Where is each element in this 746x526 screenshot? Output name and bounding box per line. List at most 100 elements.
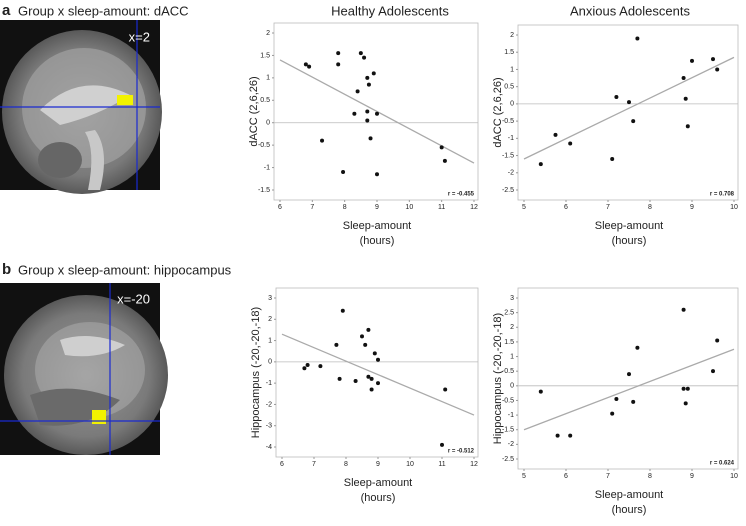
x-tick-label: 12 xyxy=(470,204,478,211)
data-point xyxy=(715,338,720,343)
data-point xyxy=(681,386,686,391)
data-point xyxy=(635,345,640,350)
x-tick-label: 9 xyxy=(690,204,694,211)
data-point xyxy=(683,96,688,101)
data-point xyxy=(360,334,364,339)
x-tick-label: 7 xyxy=(312,461,316,468)
trend-line xyxy=(523,348,735,431)
x-tick-label: 6 xyxy=(278,204,282,211)
y-tick-label: -1.5 xyxy=(502,152,514,159)
data-point xyxy=(610,411,615,416)
panel-letter: b xyxy=(2,261,11,278)
x-tick-label: 11 xyxy=(438,204,445,211)
data-point xyxy=(538,389,543,394)
y-tick-label: -2.5 xyxy=(502,187,514,194)
panel-letter: a xyxy=(2,2,11,19)
data-point xyxy=(631,119,636,124)
y-tick-label: -2 xyxy=(508,441,514,448)
panel-title: Group x sleep-amount: hippocampus xyxy=(18,262,232,277)
x-tick-label: 9 xyxy=(690,473,694,480)
slice-coordinate: x=-20 xyxy=(117,291,150,306)
y-tick-label: 0 xyxy=(266,120,270,127)
x-tick-label: 9 xyxy=(375,204,379,211)
y-tick-label: 0.5 xyxy=(504,368,514,375)
x-tick-label: 11 xyxy=(438,461,445,468)
y-tick-label: 1 xyxy=(268,337,272,344)
y-tick-label: -2.5 xyxy=(502,456,514,463)
data-point xyxy=(363,342,368,347)
data-point xyxy=(365,118,370,123)
x-tick-label: 10 xyxy=(730,204,738,211)
data-point xyxy=(555,433,560,438)
x-axis-label: Sleep-amount xyxy=(595,220,664,232)
data-point xyxy=(336,51,341,56)
y-tick-label: 2 xyxy=(510,324,514,331)
data-point xyxy=(568,141,573,146)
data-point xyxy=(568,433,573,438)
y-tick-label: -1.5 xyxy=(258,187,270,194)
x-tick-label: 10 xyxy=(730,473,738,480)
data-point xyxy=(635,36,640,41)
data-point xyxy=(376,381,380,386)
x-tick-label: 7 xyxy=(310,204,314,211)
x-axis-label: (hours) xyxy=(612,235,647,247)
y-tick-label: -0.5 xyxy=(502,397,514,404)
data-point xyxy=(307,64,312,69)
y-axis-label: dACC (2,6,26) xyxy=(248,76,260,146)
data-point xyxy=(442,158,447,163)
column-header: Healthy Adolescents xyxy=(331,3,449,18)
data-point xyxy=(366,327,371,332)
x-tick-label: 6 xyxy=(564,473,568,480)
y-tick-label: -1 xyxy=(266,380,272,387)
y-tick-label: 0 xyxy=(268,359,272,366)
data-point xyxy=(375,172,379,177)
y-tick-label: 1 xyxy=(266,75,270,82)
data-point xyxy=(685,386,690,391)
y-tick-label: 2 xyxy=(268,316,272,323)
y-tick-label: 2 xyxy=(510,32,514,39)
y-tick-label: -0.5 xyxy=(258,142,270,149)
data-point xyxy=(440,442,444,447)
y-tick-label: -2 xyxy=(508,170,514,177)
data-point xyxy=(439,145,444,150)
trend-line xyxy=(279,59,475,164)
data-point xyxy=(371,71,376,76)
y-tick-label: 2 xyxy=(266,30,270,37)
y-tick-label: -2 xyxy=(266,401,272,408)
data-point xyxy=(305,363,310,368)
data-point xyxy=(334,342,339,347)
data-point xyxy=(366,82,371,87)
data-point xyxy=(443,387,448,392)
data-point xyxy=(352,111,357,116)
data-point xyxy=(355,89,360,94)
x-tick-label: 8 xyxy=(648,473,652,480)
column-header: Anxious Adolescents xyxy=(570,3,690,18)
data-point xyxy=(358,51,363,56)
data-point xyxy=(365,109,370,114)
data-point xyxy=(614,396,619,401)
y-tick-label: -1 xyxy=(508,135,514,142)
data-point xyxy=(303,62,308,67)
y-tick-label: 2.5 xyxy=(504,309,514,316)
trend-line xyxy=(523,56,735,160)
data-point xyxy=(336,62,341,67)
y-tick-label: 3 xyxy=(268,295,272,302)
y-tick-label: 1.5 xyxy=(504,49,514,56)
x-axis-label: Sleep-amount xyxy=(344,477,413,489)
x-tick-label: 10 xyxy=(406,461,414,468)
x-axis-label: (hours) xyxy=(361,492,396,504)
y-tick-label: 0.5 xyxy=(504,84,514,91)
data-point xyxy=(627,100,631,105)
plot-frame xyxy=(517,287,739,470)
plot-frame xyxy=(273,22,479,201)
x-tick-label: 5 xyxy=(522,204,526,211)
data-point xyxy=(610,157,615,161)
data-point xyxy=(353,379,358,384)
y-axis-label: Hippocampus (-20,-20,-18) xyxy=(492,313,504,444)
correlation-label: r = -0.455 xyxy=(448,192,475,198)
data-point xyxy=(685,124,690,129)
correlation-label: r = -0.512 xyxy=(448,449,475,455)
x-tick-label: 12 xyxy=(470,461,478,468)
correlation-label: r = 0.624 xyxy=(710,461,735,467)
